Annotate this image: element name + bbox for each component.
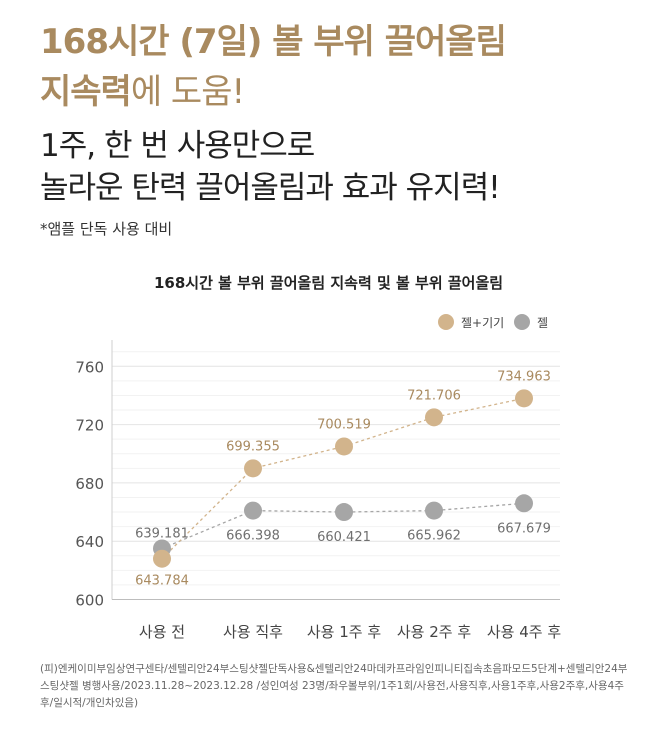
legend-marker-0 [438,314,454,330]
data-label: 667.679 [497,521,551,536]
headline-line2: 지속력에 도움! [40,64,245,113]
x-tick-label: 사용 4주 후 [487,623,561,641]
data-point [335,437,353,456]
data-point [153,549,171,568]
subhead-line1: 1주, 한 번 사용만으로 [40,128,315,164]
legend-label-0: 젤+기기 [461,316,504,330]
data-label: 643.784 [135,574,189,589]
data-point [515,389,533,408]
headline-line1: 168시간 (7일) 볼 부위 끌어올림 [40,22,507,62]
y-tick-label: 640 [75,533,104,551]
data-label: 660.421 [317,530,371,545]
footnote: (피)엔케이미부임상연구센타/센텔리안24부스팅샷젤단독사용&센텔리안24마데카… [40,663,628,709]
headline-rest: 에 도움! [130,72,245,112]
headline-emphasis: 지속력 [40,72,132,112]
data-point [425,501,443,520]
y-tick-label: 720 [75,417,104,435]
note-text: *앰플 단독 사용 대비 [40,220,173,238]
data-point [335,503,353,522]
data-point [244,459,262,478]
data-label: 666.398 [226,529,280,544]
data-point [515,494,533,513]
data-label: 734.963 [497,369,551,384]
data-label: 721.706 [407,388,461,403]
subhead-line2: 놀라운 탄력 끌어올림과 효과 유지력! [40,170,501,206]
legend-marker-1 [514,314,530,330]
chart-title: 168시간 볼 부위 끌어올림 지속력 및 볼 부위 끌어올림 [153,274,504,292]
data-label: 639.181 [135,526,189,541]
data-label: 700.519 [317,417,371,432]
series-line-0 [161,397,525,560]
y-tick-label: 760 [75,358,104,376]
legend-label-1: 젤 [537,316,548,330]
x-tick-label: 사용 1주 후 [307,623,381,641]
x-tick-label: 사용 2주 후 [397,623,471,641]
x-tick-label: 사용 전 [139,623,185,641]
y-tick-label: 600 [75,592,104,610]
data-point [244,501,262,520]
y-tick-label: 680 [75,475,104,493]
x-tick-label: 사용 직후 [223,623,283,641]
data-label: 699.355 [226,439,280,454]
data-label: 665.962 [407,529,461,544]
data-point [425,408,443,427]
